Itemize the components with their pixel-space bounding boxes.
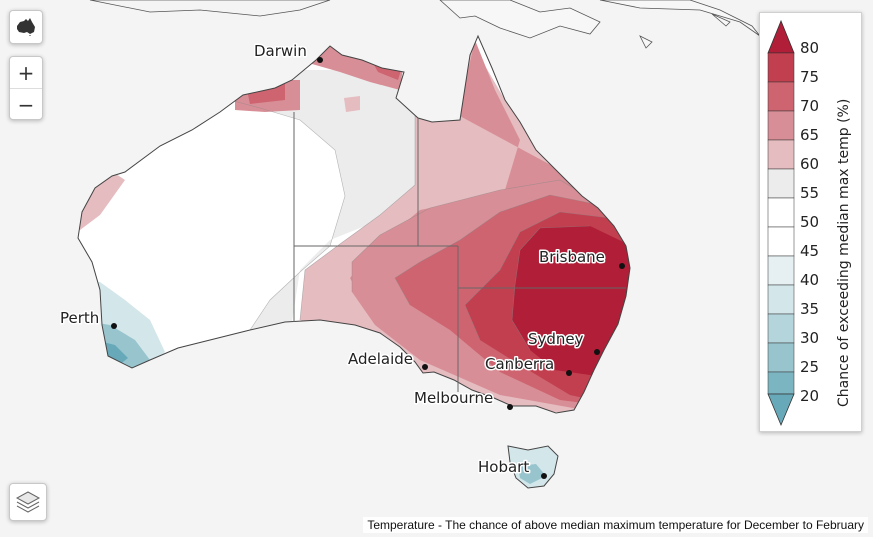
map-caption: Temperature - The chance of above median… <box>363 517 868 533</box>
legend-swatch-40 <box>767 255 795 286</box>
layers-button[interactable] <box>9 483 47 521</box>
city-label-adelaide: Adelaide <box>348 350 413 368</box>
legend-swatch-55 <box>767 168 795 199</box>
legend-tick-70: 70 <box>800 97 819 115</box>
legend-tick-55: 55 <box>800 184 819 202</box>
city-dot-darwin <box>317 57 323 63</box>
legend-swatch-65 <box>767 110 795 141</box>
legend-tick-50: 50 <box>800 213 819 231</box>
city-dot-perth <box>111 323 117 329</box>
legend-swatch-45 <box>767 226 795 257</box>
legend-swatch-50 <box>767 197 795 228</box>
legend-tick-75: 75 <box>800 68 819 86</box>
city-label-brisbane: Brisbane <box>539 248 605 266</box>
city-dot-adelaide <box>422 364 428 370</box>
city-label-sydney: Sydney <box>528 330 584 348</box>
city-labels: Darwin Brisbane Perth Sydney Adelaide Ca… <box>59 41 607 478</box>
city-label-darwin: Darwin <box>254 42 307 60</box>
legend-swatch-60 <box>767 139 795 170</box>
city-label-hobart: Hobart <box>478 458 529 476</box>
legend-tick-20: 20 <box>800 387 819 405</box>
legend-panel: 80 75 70 65 60 55 50 45 40 35 30 25 20 C… <box>759 12 862 432</box>
neighbouring-islands <box>89 0 761 49</box>
legend-swatch-30 <box>767 313 795 344</box>
legend-tick-60: 60 <box>800 155 819 173</box>
reset-extent-button[interactable] <box>9 10 43 44</box>
legend-ticks: 80 75 70 65 60 55 50 45 40 35 30 25 20 <box>800 39 819 405</box>
city-dot-hobart <box>541 473 547 479</box>
australia-mainland <box>77 34 631 414</box>
legend-tick-40: 40 <box>800 271 819 289</box>
legend-tick-35: 35 <box>800 300 819 318</box>
city-label-perth: Perth <box>60 309 99 327</box>
tasmania <box>507 445 559 489</box>
zoom-out-button[interactable]: − <box>17 92 35 117</box>
zoom-in-button[interactable]: + <box>10 57 42 89</box>
legend-swatch-over-80 <box>767 19 795 54</box>
state-borders <box>293 112 626 392</box>
city-dot-brisbane <box>619 263 625 269</box>
legend-tick-65: 65 <box>800 126 819 144</box>
legend-swatch-35 <box>767 284 795 315</box>
legend-colorbar: 80 75 70 65 60 55 50 45 40 35 30 25 20 C… <box>767 19 852 427</box>
city-label-melbourne: Melbourne <box>414 389 493 407</box>
city-label-canberra: Canberra <box>485 355 554 373</box>
city-dot-sydney <box>594 349 600 355</box>
legend-title: Chance of exceeding median max temp (%) <box>836 99 852 407</box>
australia-icon <box>17 18 35 36</box>
legend-swatch-25 <box>767 342 795 373</box>
city-dot-melbourne <box>507 404 513 410</box>
layers-icon <box>15 491 41 513</box>
legend-swatch-under-20 <box>767 393 795 427</box>
city-markers <box>111 57 625 479</box>
legend-tick-45: 45 <box>800 242 819 260</box>
legend-swatch-75 <box>767 52 795 83</box>
legend-swatch-70 <box>767 81 795 112</box>
contour-lines <box>229 99 611 351</box>
legend-swatch-20 <box>767 371 795 395</box>
legend-tick-30: 30 <box>800 329 819 347</box>
city-dot-canberra <box>566 370 572 376</box>
zoom-control: + − <box>9 56 43 120</box>
legend-tick-25: 25 <box>800 358 819 376</box>
legend-tick-80: 80 <box>800 39 819 57</box>
